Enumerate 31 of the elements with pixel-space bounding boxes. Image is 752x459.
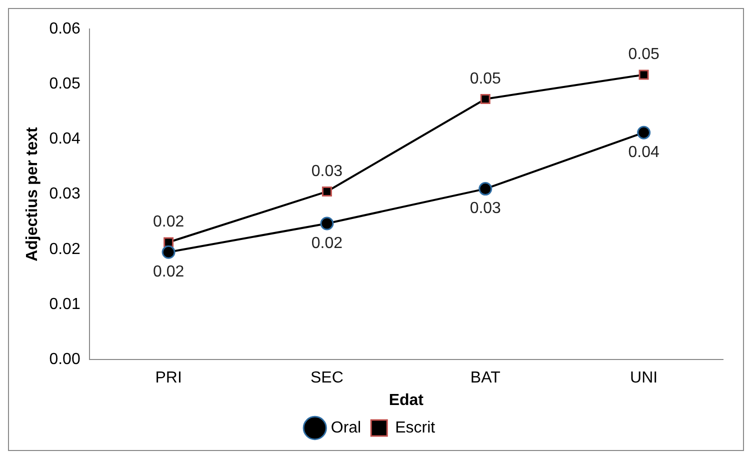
point — [322, 186, 332, 197]
data-label: 0.02 — [152, 264, 184, 281]
y-tick-label: 0.01 — [49, 296, 80, 313]
y-tick-label: 0.03 — [49, 186, 80, 203]
x-tick-label: BAT — [470, 370, 501, 387]
legend-label: Escrit — [395, 419, 436, 436]
y-axis-title: Adjectius per text — [24, 126, 42, 262]
x-tick-label: SEC — [310, 370, 344, 387]
point — [478, 182, 492, 196]
legend-label: Oral — [330, 419, 362, 436]
data-label: 0.03 — [470, 200, 502, 218]
point — [164, 237, 174, 248]
point — [638, 70, 649, 80]
y-tick-label: 0.00 — [49, 351, 80, 368]
point — [320, 216, 334, 230]
data-label: 0.03 — [311, 162, 343, 180]
x-tick-label: UNI — [630, 370, 658, 387]
data-label: 0.05 — [470, 70, 502, 88]
data-label: 0.05 — [628, 46, 660, 64]
point — [480, 94, 490, 104]
point — [162, 245, 176, 259]
data-label: 0.02 — [152, 214, 184, 231]
x-tick-label: PRI — [155, 370, 182, 387]
point — [637, 126, 651, 140]
y-tick-label: 0.04 — [49, 130, 80, 148]
y-tick-label: 0.06 — [49, 20, 80, 38]
y-tick-label: 0.05 — [49, 76, 80, 93]
data-label: 0.02 — [311, 234, 343, 252]
x-axis-title: Edat — [388, 392, 424, 409]
y-tick-label: 0.02 — [49, 240, 80, 258]
data-label: 0.04 — [628, 144, 660, 161]
